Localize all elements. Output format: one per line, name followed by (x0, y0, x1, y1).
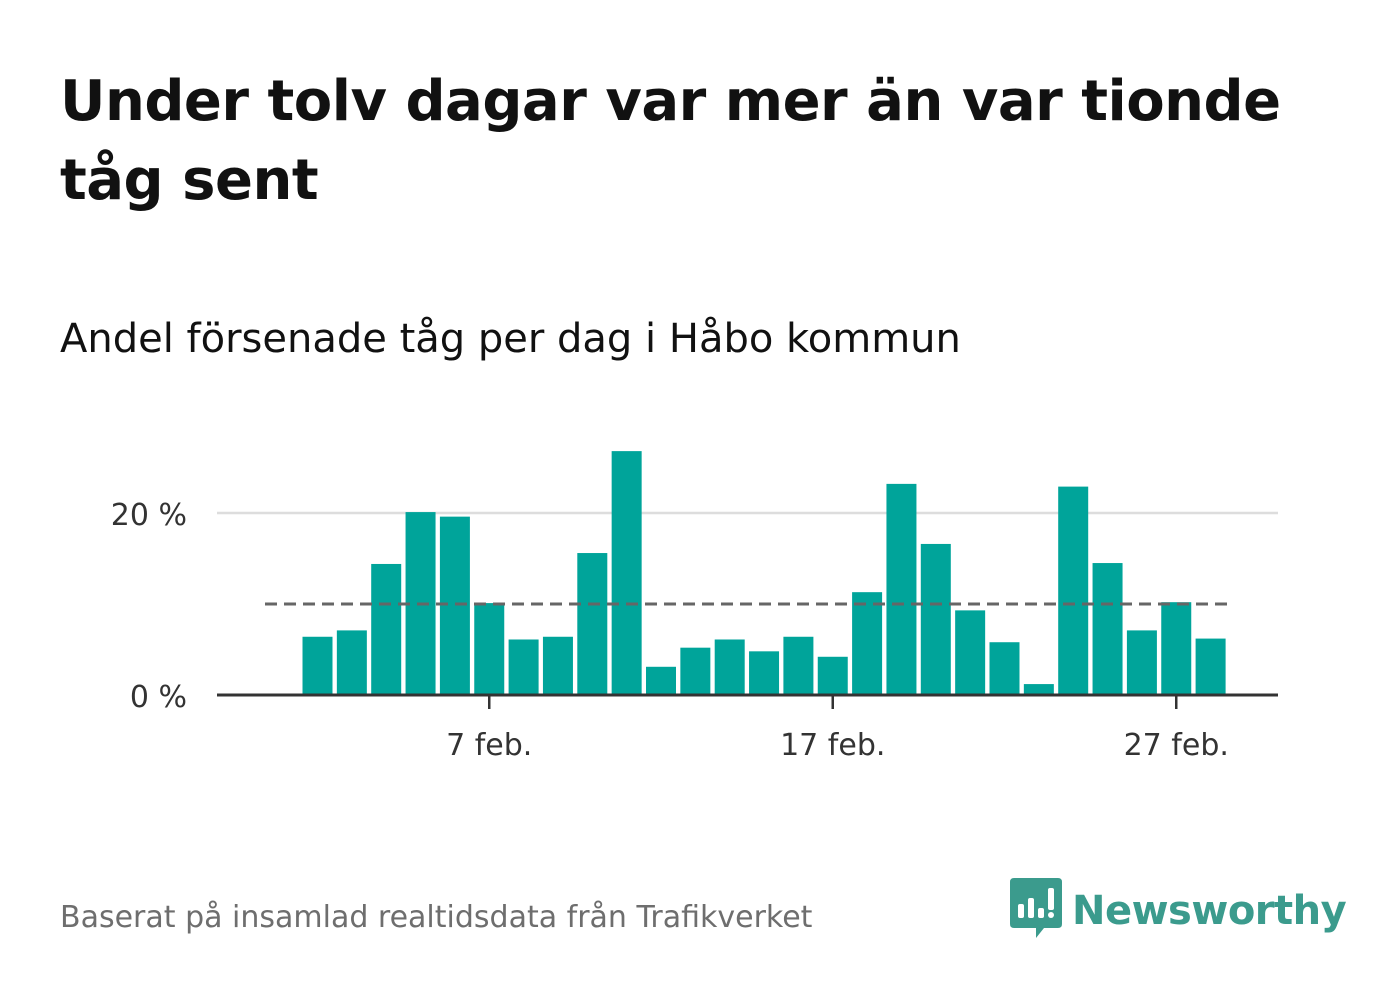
bar-20 (955, 610, 986, 695)
bar-16 (817, 656, 848, 695)
newsworthy-logo: Newsworthy (1010, 878, 1347, 944)
bar-12 (680, 647, 711, 695)
bar-25 (1126, 630, 1157, 695)
bar-23 (1058, 486, 1089, 695)
bar-10 (611, 451, 642, 695)
bar-1 (302, 636, 333, 695)
bar-19 (920, 543, 951, 695)
bar-7 (508, 639, 539, 695)
bar-18 (886, 483, 917, 695)
bar-2 (336, 630, 367, 695)
chart-title: Under tolv dagar var mer än var tionde t… (60, 69, 1281, 213)
x-tick-label: 17 feb. (780, 728, 885, 763)
y-tick-label: 20 % (111, 498, 187, 533)
newsworthy-bar-chart-icon (1010, 878, 1062, 944)
bar-24 (1092, 563, 1123, 695)
bar-13 (714, 639, 745, 695)
x-tick-label: 7 feb. (446, 728, 532, 763)
bars (302, 451, 1226, 695)
bar-3 (371, 563, 402, 695)
bar-17 (852, 592, 883, 695)
bar-26 (1161, 602, 1192, 695)
bar-5 (439, 516, 470, 695)
bar-8 (542, 636, 573, 695)
bar-14 (749, 651, 780, 695)
source-note: Baserat på insamlad realtidsdata från Tr… (60, 900, 813, 935)
bar-27 (1195, 638, 1226, 695)
y-tick-label: 0 % (130, 680, 187, 715)
newsworthy-wordmark: Newsworthy (1072, 888, 1347, 934)
bar-9 (577, 553, 608, 695)
axes: 0 % 20 % 7 feb. 17 feb. 27 feb. (111, 498, 1278, 763)
bar-15 (783, 636, 814, 695)
bar-11 (646, 666, 676, 695)
bar-22 (1023, 684, 1054, 695)
bar-6 (474, 603, 505, 695)
chart-subtitle: Andel försenade tåg per dag i Håbo kommu… (60, 316, 961, 362)
bar-21 (989, 642, 1020, 695)
x-tick-label: 27 feb. (1124, 728, 1229, 763)
